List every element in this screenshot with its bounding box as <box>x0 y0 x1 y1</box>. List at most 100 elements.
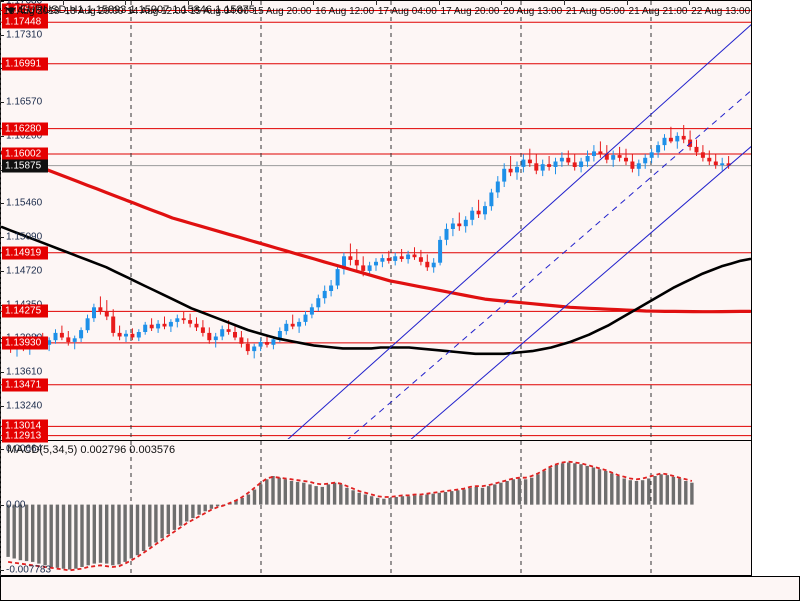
candle-body <box>374 261 378 266</box>
price-axis-tick: 1.16570 <box>6 96 43 108</box>
candle-body <box>104 311 109 317</box>
price-level-tag[interactable]: 1.12913 <box>2 429 48 443</box>
candle-body <box>656 145 661 153</box>
macd-histogram-bar <box>523 479 528 505</box>
candle-body <box>399 256 404 259</box>
price-level-tag[interactable]: 1.16280 <box>2 122 48 136</box>
macd-histogram-bar <box>554 465 559 505</box>
candle-body <box>233 332 237 338</box>
macd-histogram-bar <box>326 484 331 505</box>
macd-histogram-bar <box>634 481 639 505</box>
price-axis-tick: 1.14720 <box>6 265 43 277</box>
candle-body <box>502 168 507 182</box>
price-level-tag[interactable]: 1.16002 <box>2 147 48 161</box>
price-level-tag[interactable]: 1.16991 <box>2 57 48 71</box>
macd-histogram-bar <box>105 504 109 564</box>
macd-histogram-bar <box>591 467 596 505</box>
candle-body <box>572 162 577 167</box>
price-level-tag[interactable]: 1.14919 <box>2 246 48 260</box>
candle-body <box>476 210 481 215</box>
macd-histogram-bar <box>616 476 620 505</box>
caret-down-icon[interactable] <box>6 8 16 14</box>
price-level-tag[interactable]: 1.17448 <box>2 15 48 29</box>
time-axis-tick: 16 Aug 12:00 <box>315 6 375 17</box>
candle-body <box>406 254 411 260</box>
candle-body <box>438 239 443 263</box>
macd-histogram-bar <box>493 484 497 505</box>
macd-histogram-bar <box>246 494 251 505</box>
macd-histogram-bar <box>215 504 220 507</box>
candle-body <box>297 321 302 327</box>
candle-body <box>553 161 558 167</box>
macd-histogram-bar <box>55 504 60 568</box>
macd-histogram-bar <box>573 463 577 505</box>
candle-body <box>59 332 64 338</box>
time-axis-tick: 13 Aug 2018 <box>3 6 60 17</box>
macd-histogram-bar <box>135 504 140 556</box>
candle-body <box>617 155 622 158</box>
macd-histogram-bar <box>536 474 540 505</box>
candle-body <box>168 321 173 327</box>
candle-body <box>258 342 263 347</box>
macd-histogram-bar <box>579 464 583 505</box>
price-chart-panel[interactable] <box>0 0 752 440</box>
price-axis-tick: 1.14350 <box>6 299 42 310</box>
candle-body <box>598 151 603 155</box>
macd-histogram-bar <box>567 462 571 505</box>
macd-histogram-bar <box>74 504 78 569</box>
trend-channel-line <box>287 24 751 439</box>
macd-histogram-bar <box>265 479 269 505</box>
candle-body <box>534 163 539 171</box>
candle-body <box>643 157 648 164</box>
candle-body <box>592 151 596 156</box>
macd-histogram-bar <box>628 480 632 505</box>
candle-body <box>636 163 641 169</box>
time-axis-tick: 21 Aug 05:00 <box>565 6 625 17</box>
candle-body <box>303 314 308 322</box>
macd-histogram-bar <box>154 504 158 543</box>
candle-body <box>559 157 564 162</box>
candle-body <box>611 155 616 160</box>
macd-histogram-bar <box>511 479 515 505</box>
price-level-tag[interactable]: 1.13471 <box>2 378 48 392</box>
candle-body <box>521 159 526 167</box>
price-axis-tick: 1.15460 <box>6 197 43 209</box>
candle-body <box>111 316 116 333</box>
time-axis-separator <box>626 0 628 5</box>
candle-body <box>66 337 71 342</box>
current-price-tag[interactable]: 1.15875 <box>2 159 48 173</box>
price-axis-tick: 1.17680 <box>6 0 42 7</box>
macd-histogram-bar <box>68 504 72 570</box>
axis-tickmark <box>0 405 4 407</box>
macd-histogram-bar <box>141 504 146 551</box>
candle-body <box>181 318 186 321</box>
macd-histogram-bar <box>37 504 41 564</box>
candle-body <box>393 256 398 261</box>
candle-body <box>200 327 205 333</box>
macd-histogram-bar <box>400 496 405 505</box>
candle-body <box>495 181 500 193</box>
macd-histogram-bar <box>431 493 435 505</box>
macd-indicator-panel[interactable] <box>0 440 752 576</box>
candle-body <box>188 320 193 324</box>
price-level-tag[interactable]: 1.14275 <box>2 304 48 318</box>
macd-histogram-bar <box>277 477 281 505</box>
macd-histogram-bar <box>6 504 10 557</box>
candle-body <box>662 137 667 146</box>
candle-body <box>566 157 571 163</box>
candle-body <box>675 135 680 142</box>
axis-tickmark <box>0 135 4 137</box>
candle-body <box>431 262 436 268</box>
price-axis[interactable]: 1.176801.173101.169401.165701.162001.158… <box>0 0 51 576</box>
candle-body <box>309 307 314 315</box>
price-level-tag[interactable]: 1.13930 <box>2 336 48 350</box>
axis-tickmark <box>0 570 4 572</box>
candle-body <box>630 161 635 169</box>
candle-body <box>720 163 725 166</box>
macd-histogram-bar <box>117 504 121 565</box>
candle-body <box>284 323 289 332</box>
macd-histogram-bar <box>320 486 324 505</box>
macd-histogram-bar <box>80 504 84 567</box>
candle-body <box>713 161 718 166</box>
